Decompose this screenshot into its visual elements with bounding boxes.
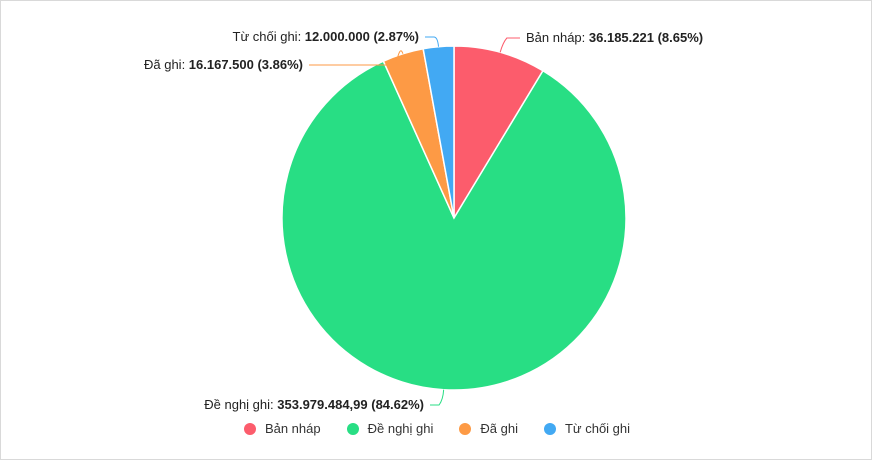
- legend-label-de-nghi-ghi: Đề nghị ghi: [367, 421, 434, 436]
- pie-slice-ban-nhap[interactable]: [453, 45, 544, 221]
- legend: Bản nháp Đề nghị ghi Đã ghi Từ chối ghi: [1, 421, 872, 436]
- slice-label-name: Đề nghị ghi:: [204, 397, 277, 412]
- slice-label-name: Từ chối ghi:: [233, 29, 305, 44]
- slice-label-ban-nhap: Bản nháp: 36.185.221 (8.65%): [526, 30, 703, 45]
- leader-line-da-ghi: [309, 50, 404, 66]
- leader-line-tu-choi-ghi: [425, 36, 440, 47]
- slice-label-da-ghi: Đã ghi: 16.167.500 (3.86%): [144, 57, 303, 72]
- slice-label-value: 16.167.500 (3.86%): [189, 57, 303, 72]
- slice-label-value: 12.000.000 (2.87%): [305, 29, 419, 44]
- legend-dot-da-ghi: [459, 422, 472, 435]
- slice-label-de-nghi-ghi: Đề nghị ghi: 353.979.484,99 (84.62%): [204, 397, 424, 412]
- slice-label-tu-choi-ghi: Từ chối ghi: 12.000.000 (2.87%): [233, 29, 420, 44]
- leader-line-ban-nhap: [499, 37, 520, 53]
- legend-dot-tu-choi-ghi: [543, 422, 556, 435]
- slice-label-name: Bản nháp:: [526, 30, 589, 45]
- legend-item-tu-choi-ghi[interactable]: Từ chối ghi: [543, 421, 631, 436]
- leader-line-de-nghi-ghi: [430, 389, 445, 406]
- legend-label-da-ghi: Đã ghi: [480, 421, 518, 436]
- legend-item-da-ghi[interactable]: Đã ghi: [459, 421, 518, 436]
- slice-label-name: Đã ghi:: [144, 57, 189, 72]
- slice-label-value: 36.185.221 (8.65%): [589, 30, 703, 45]
- legend-dot-ban-nhap: [243, 422, 256, 435]
- legend-dot-de-nghi-ghi: [346, 422, 359, 435]
- legend-label-ban-nhap: Bản nháp: [264, 421, 321, 436]
- legend-item-ban-nhap[interactable]: Bản nháp: [243, 421, 321, 436]
- legend-label-tu-choi-ghi: Từ chối ghi: [564, 421, 631, 436]
- slice-label-value: 353.979.484,99 (84.62%): [277, 397, 424, 412]
- legend-item-de-nghi-ghi[interactable]: Đề nghị ghi: [346, 421, 434, 436]
